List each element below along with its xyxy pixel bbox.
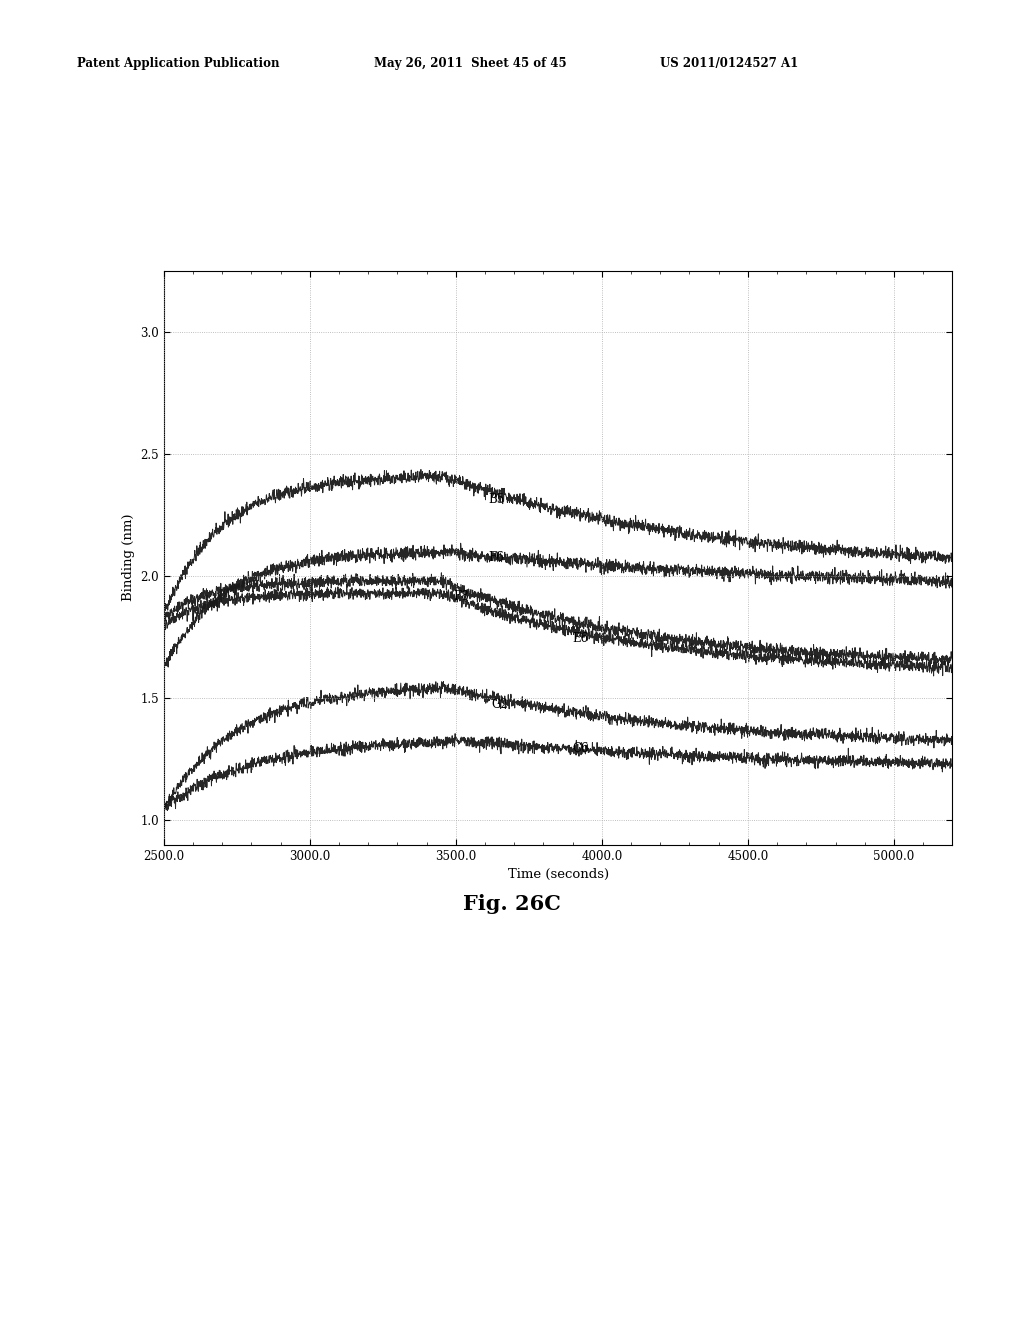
Text: Patent Application Publication: Patent Application Publication [77,57,280,70]
X-axis label: Time (seconds): Time (seconds) [508,869,608,882]
Text: May 26, 2011  Sheet 45 of 45: May 26, 2011 Sheet 45 of 45 [374,57,566,70]
Text: G2: G2 [490,698,508,711]
Text: F8: F8 [453,590,469,603]
Text: C6: C6 [572,742,589,755]
Y-axis label: Binding (nm): Binding (nm) [122,513,135,602]
Text: F6: F6 [488,552,504,565]
Text: US 2011/0124527 A1: US 2011/0124527 A1 [660,57,799,70]
Text: B5: B5 [488,492,504,506]
Text: Fig. 26C: Fig. 26C [463,894,561,915]
Text: E6: E6 [572,632,589,645]
